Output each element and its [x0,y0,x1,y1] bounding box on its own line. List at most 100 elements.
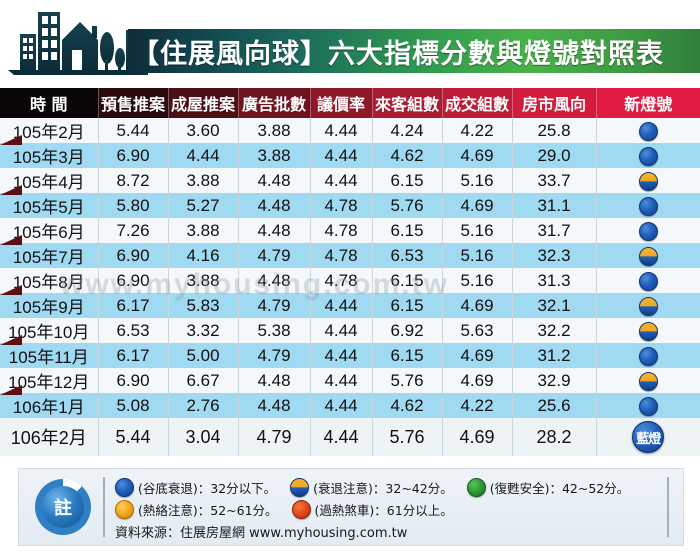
legend-red-icon [291,499,311,519]
cell-value: 4.44 [310,143,373,168]
cell-value: 4.79 [238,243,311,268]
cell-value: 4.44 [168,143,239,168]
legend-blue-icon [115,477,134,497]
table-row: 105年3月 6.90 4.44 3.88 4.44 4.62 4.69 29.0 [0,135,700,168]
cell-value: 6.53 [98,318,169,343]
cell-value: 33.7 [512,168,597,193]
row-month: 105年9月 [0,285,99,318]
title-banner: 【住展風向球】六大指標分數與燈號對照表 [128,29,700,73]
row-month: 105年11月 [0,335,99,368]
cell-value: 5.16 [442,218,513,243]
cell-light [596,368,700,393]
cell-value: 3.88 [168,218,239,243]
table-header-row: 時 間 預售推案 成屋推案 廣告批數 議價率 來客組數 成交組數 房市風向 新燈… [0,88,700,118]
cell-value: 7.26 [98,218,169,243]
cell-value: 3.04 [168,418,239,456]
cell-value: 5.00 [168,343,239,368]
col-header-light: 新燈號 [596,88,700,118]
legend-line-1: (谷底衰退)：32分以下。 (衰退注意)：32~42分。 (復甦安全)：42~52分… [115,476,663,498]
cell-value: 4.44 [310,293,373,318]
cell-value: 4.69 [442,193,513,218]
cell-value: 4.69 [442,368,513,393]
cell-value: 3.88 [168,268,239,293]
row-marker-icon [0,235,22,245]
cell-value: 4.78 [310,243,373,268]
cell-value: 4.16 [168,243,239,268]
col-header-deals: 成交組數 [442,88,513,118]
table-row: 105年8月 6.90 3.88 4.48 4.78 6.15 5.16 31.3 [0,268,700,293]
cell-light [596,218,700,243]
legend-item-label: (谷底衰退)：32分以下。 [138,480,277,496]
cell-value: 5.44 [98,418,169,456]
table-row: 105年9月 6.17 5.83 4.79 4.44 6.15 4.69 32.1 [0,285,700,318]
cell-value: 6.17 [98,343,169,368]
light-indicator-icon [638,396,658,416]
cell-light [596,168,700,193]
table-row: 105年10月 6.53 3.32 5.38 4.44 6.92 5.63 32.2 [0,318,700,343]
cell-value: 31.1 [512,193,597,218]
cell-value: 5.76 [372,418,443,456]
cell-value: 4.44 [310,343,373,368]
cell-value: 5.16 [442,168,513,193]
cell-value: 29.0 [512,143,597,168]
table-row: 105年12月 6.90 6.67 4.48 4.44 5.76 4.69 32.9 [0,368,700,393]
cell-light-badge: 藍燈 [596,418,700,456]
cell-value: 8.72 [98,168,169,193]
cell-value: 4.24 [372,118,443,143]
row-marker-icon [0,385,22,395]
row-marker-icon [0,135,22,145]
cell-value: 4.48 [238,193,311,218]
cell-value: 25.8 [512,118,597,143]
cell-value: 4.48 [238,368,311,393]
cell-light [596,143,700,168]
cell-value: 31.3 [512,268,597,293]
row-month: 106年2月 [0,418,99,456]
legend-yellowblue-icon [290,477,310,497]
row-month: 105年5月 [0,185,99,218]
cell-light [596,293,700,318]
light-indicator-icon [638,121,658,141]
cell-value: 4.44 [310,393,373,418]
cell-value: 31.7 [512,218,597,243]
cell-value: 32.3 [512,243,597,268]
table-row: 105年7月 6.90 4.16 4.79 4.78 6.53 5.16 32.3 [0,235,700,268]
cell-value: 4.22 [442,393,513,418]
cell-value: 6.15 [372,293,443,318]
light-indicator-icon [638,146,658,166]
legend-rows: (谷底衰退)：32分以下。 (衰退注意)：32~42分。 (復甦安全)：42~52分… [115,476,663,542]
cell-value: 5.27 [168,193,239,218]
cell-value: 4.62 [372,143,443,168]
legend-item-label: (熱絡注意)：52~61分。 [138,502,278,518]
cell-light [596,243,700,268]
cell-value: 6.90 [98,143,169,168]
cell-value: 4.48 [238,218,311,243]
cell-value: 28.2 [512,418,597,456]
row-month: 105年8月 [0,268,99,293]
cell-value: 6.15 [372,268,443,293]
col-header-completed: 成屋推案 [168,88,239,118]
cell-value: 5.63 [442,318,513,343]
cell-value: 6.67 [168,368,239,393]
table-body: 105年2月 5.44 3.60 3.88 4.44 4.24 4.22 25.8 105年3月… [0,118,700,456]
note-badge-label: 註 [42,486,84,528]
table-row: 105年4月 8.72 3.88 4.48 4.44 6.15 5.16 33.7 [0,168,700,193]
cell-value: 4.44 [310,168,373,193]
light-indicator-icon [638,196,658,216]
light-indicator-icon [638,271,658,291]
note-divider-right [667,477,669,537]
col-header-ads: 廣告批數 [238,88,311,118]
cell-light [596,193,700,218]
cell-value: 4.44 [310,368,373,393]
indicator-table: 時 間 預售推案 成屋推案 廣告批數 議價率 來客組數 成交組數 房市風向 新燈… [0,88,700,456]
cell-value: 4.78 [310,268,373,293]
cell-value: 4.44 [310,418,373,456]
cell-value: 4.69 [442,418,513,456]
source-line: 資料來源：住展房屋網 www.myhousing.com.tw [115,525,408,541]
legend-item-label: (復甦安全)：42~52分。 [489,480,630,496]
note-divider-left [103,477,105,537]
cell-value: 4.69 [442,143,513,168]
cell-value: 5.38 [238,318,311,343]
cell-value: 6.90 [98,243,169,268]
col-header-bargain: 議價率 [310,88,373,118]
cell-value: 4.69 [442,293,513,318]
